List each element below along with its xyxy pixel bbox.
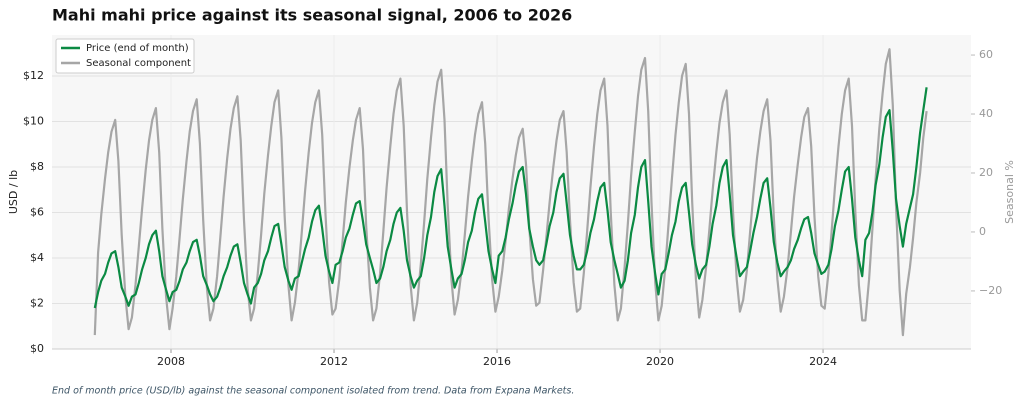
y-tick-label: $4 (30, 251, 44, 264)
y2-tick-label: −20 (979, 284, 1002, 297)
x-tick-label: 2008 (157, 355, 185, 368)
legend-label: Price (end of month) (86, 43, 189, 54)
y-axis-label: USD / lb (7, 170, 20, 214)
series-line (93, 87, 928, 309)
y2-axis-label: Seasonal % (1003, 160, 1016, 224)
x-tick-label: 2024 (809, 355, 837, 368)
y-tick-label: $10 (23, 114, 44, 127)
y-tick-label: $6 (30, 205, 44, 218)
y2-tick-label: 60 (979, 48, 993, 61)
legend-box (55, 38, 195, 74)
y2-tick-label: 0 (979, 225, 986, 238)
y2-tick-label: 40 (979, 107, 993, 120)
series-line (93, 48, 928, 337)
caption: End of month price (USD/lb) against the … (52, 386, 574, 397)
legend-label: Seasonal component (86, 58, 191, 69)
y-tick-label: $0 (30, 342, 44, 355)
x-tick-label: 2012 (320, 355, 348, 368)
y2-tick-label: 20 (979, 166, 993, 179)
x-tick-label: 2020 (646, 355, 674, 368)
x-tick-label: 2016 (483, 355, 511, 368)
y-tick-label: $8 (30, 160, 44, 173)
legend: Price (end of month) Seasonal component (55, 38, 195, 74)
lines (93, 48, 928, 337)
chart-title: Mahi mahi price against its seasonal sig… (52, 6, 572, 25)
y-tick-label: $2 (30, 296, 44, 309)
y-tick-label: $12 (23, 69, 44, 82)
